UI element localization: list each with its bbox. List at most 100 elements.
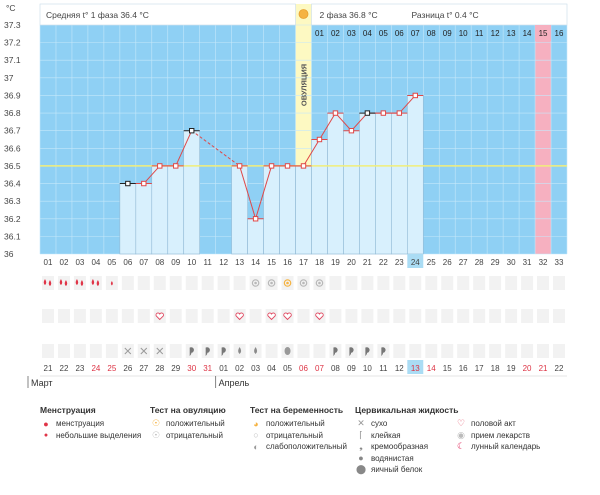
light-drop xyxy=(110,281,113,286)
calendar-date-label: 19 xyxy=(507,364,516,373)
temperature-point xyxy=(380,110,387,116)
calendar-date-label: 05 xyxy=(283,364,292,373)
icon-cell xyxy=(89,276,102,290)
cycle-day-label: 32 xyxy=(539,258,548,267)
cycle-day-label: 06 xyxy=(123,258,132,267)
heart-icon xyxy=(283,312,292,321)
temperature-point xyxy=(284,163,291,169)
month-label: Апрель xyxy=(219,378,250,388)
cycle-day-label: 16 xyxy=(283,258,292,267)
temperature-point xyxy=(316,136,323,143)
heart-icon: ♡ xyxy=(456,418,466,429)
icon-cell xyxy=(297,309,310,323)
sun-icon xyxy=(298,9,309,19)
legend-item-label: слабоположительный xyxy=(266,442,347,452)
legend-item: ◐ слабоположительный xyxy=(250,441,347,453)
icon-cell xyxy=(441,309,454,323)
pregnancy-positive-icon: ◕ xyxy=(253,418,259,429)
y-tick-label: 37.3 xyxy=(4,20,21,30)
temperature-line-segment xyxy=(398,95,416,114)
phase2-day-label: 09 xyxy=(443,29,452,38)
legend-item: ⌈ клейкая xyxy=(355,430,458,442)
highlight-column-red xyxy=(535,25,552,254)
icon-cell xyxy=(473,309,486,323)
header-phase2 xyxy=(311,3,568,26)
cycle-day-label: 03 xyxy=(75,258,84,267)
phase2-highlight xyxy=(535,25,552,41)
phase2-day-label: 08 xyxy=(427,29,436,38)
calendar-date-label: 10 xyxy=(363,364,372,373)
ovulation-test-icon xyxy=(315,279,324,287)
temperature-point xyxy=(348,127,355,134)
icon-cell xyxy=(441,276,454,290)
header-phase2-text: 2 фаза 36.8 °C xyxy=(319,10,377,20)
menstruation-drop xyxy=(48,280,52,286)
legend-item-label: отрицательный xyxy=(266,430,323,440)
heart-icon xyxy=(155,312,164,321)
calendar-date-label: 01 xyxy=(219,364,228,373)
heart-icon xyxy=(315,312,324,321)
light-drop-icon: ● xyxy=(43,431,49,439)
eggwhite-icon xyxy=(284,347,291,355)
temperature-bar xyxy=(295,165,312,255)
cycle-day-label: 29 xyxy=(491,258,500,267)
temperature-point xyxy=(364,110,371,116)
calendar-date-label: 15 xyxy=(443,364,452,373)
cycle-day-label: 20 xyxy=(347,258,356,267)
icon-cell xyxy=(73,276,86,290)
temperature-bar xyxy=(167,165,185,255)
temperature-line-segment xyxy=(335,112,352,132)
icon-cell xyxy=(361,276,374,290)
calendar-date-label: 24 xyxy=(91,364,100,373)
icon-cell xyxy=(249,309,262,323)
icon-cell xyxy=(73,309,86,323)
icon-cell xyxy=(425,276,438,290)
calendar-date-label: 22 xyxy=(60,364,69,373)
menstruation-drop xyxy=(64,280,68,286)
icon-cell xyxy=(169,344,182,358)
phase2-day-label: 07 xyxy=(411,29,420,38)
icon-cell xyxy=(537,309,550,323)
icon-cell xyxy=(265,344,278,358)
temperature-bar xyxy=(311,139,328,255)
menstruation-drop xyxy=(59,279,63,285)
ovulation-test-icon xyxy=(267,279,276,287)
watery-icon xyxy=(254,347,258,354)
menstruation-drop xyxy=(91,279,95,285)
sun-positive-icon: ☉ xyxy=(151,418,161,429)
icon-cell xyxy=(217,276,230,290)
legend-item: ✕ сухо xyxy=(355,418,458,430)
legend-pregnancy-test: Тест на беременность ◕ положительный ○ о… xyxy=(250,405,347,453)
menstruation-drop xyxy=(96,280,100,286)
calendar-date-label: 26 xyxy=(123,364,132,373)
cycle-day-label: 13 xyxy=(235,258,244,267)
icon-cell xyxy=(57,309,70,323)
temperature-line-segment xyxy=(239,165,257,219)
cycle-day-label: 12 xyxy=(219,258,228,267)
icon-cell xyxy=(297,344,310,358)
calendar-date-label: 27 xyxy=(139,364,148,373)
icon-cell xyxy=(409,344,422,358)
temperature-line-segment xyxy=(351,112,368,132)
legend-item-label: клейкая xyxy=(371,430,401,440)
cross-icon: ✕ xyxy=(357,418,365,429)
calendar-date-label: 17 xyxy=(475,364,484,373)
heavy-drops-icon: ● xyxy=(43,418,49,429)
legend-item-label: положительный xyxy=(166,419,225,429)
legend-item: ◕ положительный xyxy=(250,418,347,430)
icon-cell xyxy=(121,276,134,290)
legend-item: ⬤ яичный белок xyxy=(355,464,458,476)
sun-negative-icon: ☉ xyxy=(151,429,161,440)
temperature-point xyxy=(252,216,259,222)
legend-menstruation: Менструация ● менструация ● небольшие вы… xyxy=(40,405,141,441)
cycle-day-label: 04 xyxy=(91,258,100,267)
icon-cell xyxy=(377,276,390,290)
pill-icon: ◉ xyxy=(457,429,465,440)
y-tick-label: 37.1 xyxy=(4,55,21,65)
icon-cell xyxy=(425,344,438,358)
icon-cell xyxy=(537,344,550,358)
cycle-day-label: 31 xyxy=(523,258,532,267)
temperature-bar xyxy=(343,130,360,255)
legend-item-label: положительный xyxy=(266,419,325,429)
creamy-icon xyxy=(221,347,226,356)
